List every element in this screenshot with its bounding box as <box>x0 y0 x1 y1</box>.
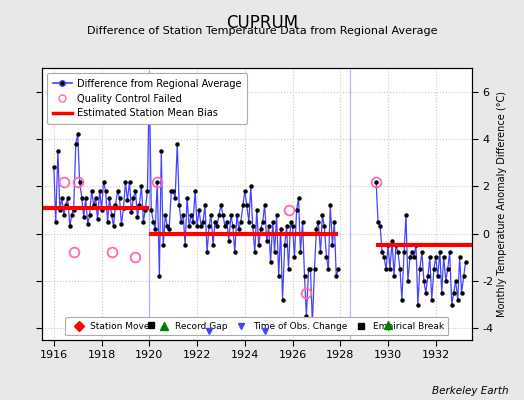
Legend: Station Move, Record Gap, Time of Obs. Change, Empirical Break: Station Move, Record Gap, Time of Obs. C… <box>65 318 449 336</box>
Text: Berkeley Earth: Berkeley Earth <box>432 386 508 396</box>
Y-axis label: Monthly Temperature Anomaly Difference (°C): Monthly Temperature Anomaly Difference (… <box>497 91 507 317</box>
Text: Difference of Station Temperature Data from Regional Average: Difference of Station Temperature Data f… <box>87 26 437 36</box>
Text: CUPRUM: CUPRUM <box>226 14 298 32</box>
